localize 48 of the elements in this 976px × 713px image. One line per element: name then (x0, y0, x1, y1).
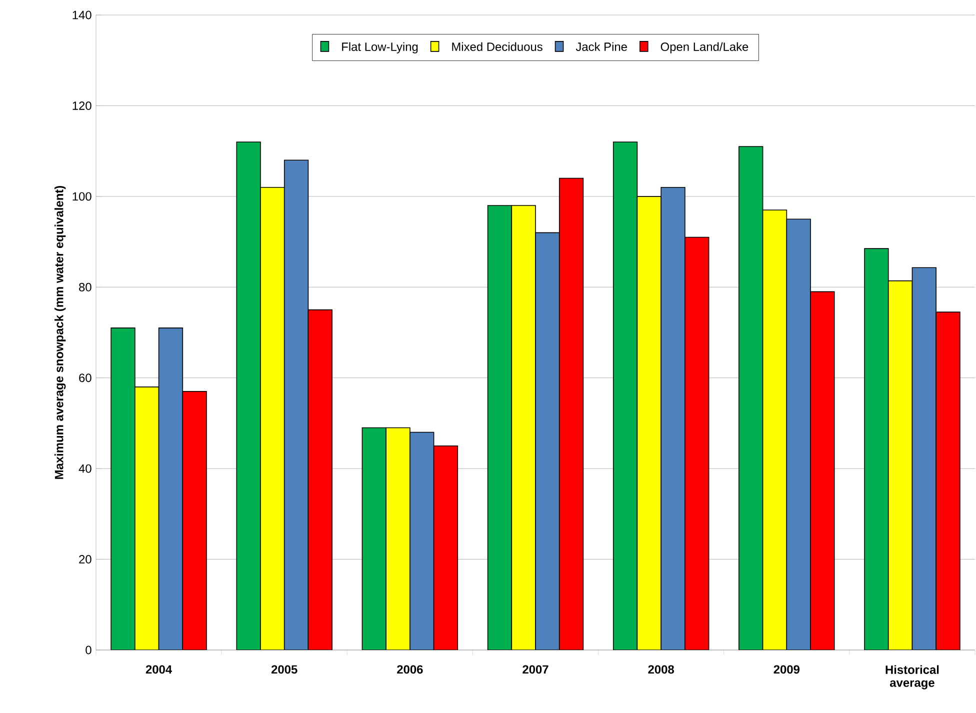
y-tick-label: 80 (79, 282, 92, 292)
bar (636, 196, 662, 650)
x-tick-label: 2004 (146, 665, 172, 674)
bar (864, 248, 889, 650)
x-tick-label: 2005 (271, 665, 298, 674)
bar (762, 210, 788, 650)
bar (386, 427, 410, 650)
bar (660, 186, 686, 650)
bar (433, 445, 458, 650)
bar (158, 328, 183, 650)
y-tick-label: 120 (72, 101, 92, 110)
y-axis-title: Maximum average snowpack (mm water equivalent) (54, 186, 66, 479)
legend-label: Open Land/Lake (660, 42, 748, 54)
bar (738, 146, 764, 650)
bar (684, 236, 710, 650)
y-tick-label: 140 (72, 10, 92, 20)
x-tick-label: 2006 (397, 665, 423, 674)
y-tick-label: 100 (72, 192, 92, 201)
legend-label: Jack Pine (576, 42, 627, 52)
bar (362, 427, 386, 650)
y-tick-label: 0 (86, 646, 92, 654)
legend-label: Flat Low-Lying (342, 42, 418, 54)
bar (888, 280, 913, 650)
bar (308, 309, 332, 650)
legend-label: Mixed Deciduous (452, 42, 542, 52)
bar (511, 205, 536, 650)
y-tick-label: 40 (78, 464, 92, 473)
y-tick-label: 20 (79, 555, 92, 564)
bar (912, 267, 936, 650)
bar (487, 205, 512, 650)
bar (134, 386, 159, 650)
x-tick-label: 2007 (522, 665, 548, 674)
bar (111, 328, 135, 650)
bar (810, 291, 835, 650)
bar (535, 232, 560, 650)
x-tick-label: 2008 (648, 665, 674, 674)
bar (260, 186, 285, 650)
x-tick-label: Historical average (886, 665, 939, 690)
bar (786, 218, 811, 650)
bar (284, 160, 309, 650)
bar (236, 142, 261, 650)
y-tick-label: 60 (79, 374, 92, 382)
bar (182, 391, 207, 650)
x-tick-label: 2009 (774, 665, 800, 674)
bar (558, 178, 584, 650)
bar (612, 142, 638, 650)
bar (410, 432, 434, 650)
bar (936, 312, 960, 650)
